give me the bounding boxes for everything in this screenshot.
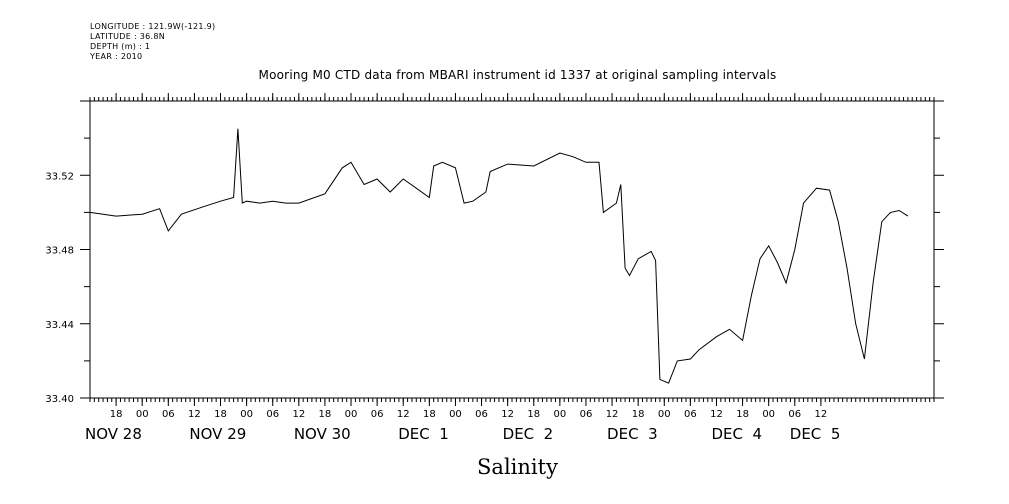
x-hour-tick-label: 12 [292, 409, 305, 420]
x-day-label: DEC 4 [711, 425, 762, 443]
salinity-series-line [89, 128, 909, 384]
x-day-label: DEC 5 [790, 425, 841, 443]
x-hour-tick-label: 12 [815, 409, 828, 420]
y-tick-label: 33.40 [45, 394, 74, 405]
latitude-text: LATITUDE : 36.8N [90, 32, 166, 41]
x-day-label: DEC 2 [503, 425, 554, 443]
year-text: YEAR : 2010 [90, 52, 143, 61]
x-hour-tick-label: 18 [423, 409, 436, 420]
longitude-text: LONGITUDE : 121.9W(-121.9) [90, 22, 216, 31]
x-hour-tick-label: 12 [710, 409, 723, 420]
x-hour-tick-label: 12 [501, 409, 514, 420]
x-hour-tick-label: 00 [762, 409, 775, 420]
plot-frame [89, 100, 935, 399]
x-hour-tick-label: 00 [136, 409, 149, 420]
x-day-label: DEC 3 [607, 425, 658, 443]
x-day-label: NOV 29 [189, 425, 246, 443]
x-hour-tick-label: 06 [788, 409, 801, 420]
x-hour-tick-label: 18 [319, 409, 332, 420]
x-hour-tick-label: 00 [240, 409, 253, 420]
x-hour-tick-label: 00 [553, 409, 566, 420]
x-axis-label: Salinity [477, 455, 558, 479]
x-day-label: NOV 30 [294, 425, 351, 443]
chart-title: Mooring M0 CTD data from MBARI instrumen… [258, 68, 777, 82]
y-tick-label: 33.44 [45, 320, 74, 331]
y-tick-label: 33.48 [45, 246, 74, 257]
x-day-label: NOV 28 [85, 425, 142, 443]
x-hour-tick-label: 06 [266, 409, 279, 420]
mooring-metadata: LONGITUDE : 121.9W(-121.9) LATITUDE : 36… [90, 22, 215, 62]
x-hour-tick-label: 18 [110, 409, 123, 420]
x-hour-tick-label: 12 [397, 409, 410, 420]
x-hour-tick-label: 18 [214, 409, 227, 420]
x-hour-tick-label: 00 [658, 409, 671, 420]
depth-text: DEPTH (m) : 1 [90, 42, 151, 51]
x-hour-tick-label: 18 [632, 409, 645, 420]
x-hour-tick-label: 12 [188, 409, 201, 420]
x-hour-tick-label: 06 [162, 409, 175, 420]
x-hour-tick-label: 00 [449, 409, 462, 420]
x-hour-tick-label: 06 [684, 409, 697, 420]
x-hour-tick-label: 06 [580, 409, 593, 420]
x-hour-tick-label: 06 [475, 409, 488, 420]
x-hour-tick-label: 12 [606, 409, 619, 420]
x-day-label: DEC 1 [398, 425, 449, 443]
y-tick-label: 33.52 [45, 171, 74, 182]
x-hour-tick-label: 18 [527, 409, 540, 420]
x-hour-tick-label: 00 [345, 409, 358, 420]
x-hour-tick-label: 06 [371, 409, 384, 420]
x-hour-tick-label: 18 [736, 409, 749, 420]
